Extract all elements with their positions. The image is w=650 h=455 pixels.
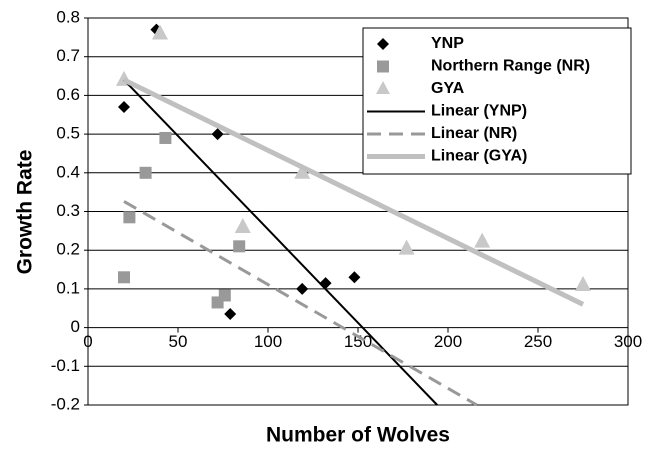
point <box>218 289 231 302</box>
point <box>139 166 152 179</box>
y-axis-label: Growth Rate <box>14 150 37 275</box>
legend-label: Linear (GYA) <box>431 148 527 165</box>
trend-line <box>122 77 585 307</box>
legend-box <box>362 27 632 175</box>
legend-symbol <box>376 81 390 94</box>
point <box>159 131 172 144</box>
legend-label: GYA <box>431 80 465 97</box>
y-tick-label: 0.4 <box>56 162 80 181</box>
point <box>234 217 251 233</box>
y-tick-label: 0.8 <box>56 7 80 26</box>
x-tick-label: 0 <box>83 332 92 351</box>
legend-label: Linear (YNP) <box>431 103 527 120</box>
point <box>224 308 237 321</box>
x-tick-label: 300 <box>614 332 642 351</box>
y-tick-label: -0.2 <box>51 394 80 413</box>
x-axis-label: Number of Wolves <box>266 424 450 447</box>
x-tick-label: 100 <box>254 332 282 351</box>
x-tick-label: 50 <box>169 332 188 351</box>
x-tick-label: 150 <box>344 332 372 351</box>
point <box>348 271 361 284</box>
legend-symbol <box>377 60 389 73</box>
point <box>398 239 415 255</box>
y-tick-label: 0.7 <box>56 46 80 65</box>
y-tick-label: 0 <box>71 317 80 336</box>
point <box>233 240 246 253</box>
y-tick-label: -0.1 <box>51 356 80 375</box>
y-tick-label: 0.5 <box>56 124 80 143</box>
trend-line <box>123 79 438 406</box>
point <box>211 128 224 141</box>
y-tick-label: 0.3 <box>56 201 80 220</box>
legend-label: Northern Range (NR) <box>431 58 590 75</box>
y-tick-label: 0.2 <box>56 240 80 259</box>
point <box>123 211 136 224</box>
point <box>118 271 130 284</box>
x-tick-label: 250 <box>524 332 552 351</box>
trend-line <box>123 200 478 407</box>
legend-label: Linear (NR) <box>431 125 517 142</box>
legend-symbol <box>377 38 389 50</box>
point <box>319 277 332 290</box>
point <box>474 232 491 248</box>
y-tick-label: 0.6 <box>56 85 80 104</box>
point <box>296 282 309 295</box>
legend-label: YNP <box>431 35 464 52</box>
point <box>118 101 130 114</box>
plot-frame <box>87 17 629 406</box>
point <box>152 24 168 40</box>
point <box>294 163 311 179</box>
point <box>575 276 591 292</box>
y-tick-label: 0.1 <box>56 278 80 297</box>
x-tick-label: 200 <box>434 332 462 351</box>
